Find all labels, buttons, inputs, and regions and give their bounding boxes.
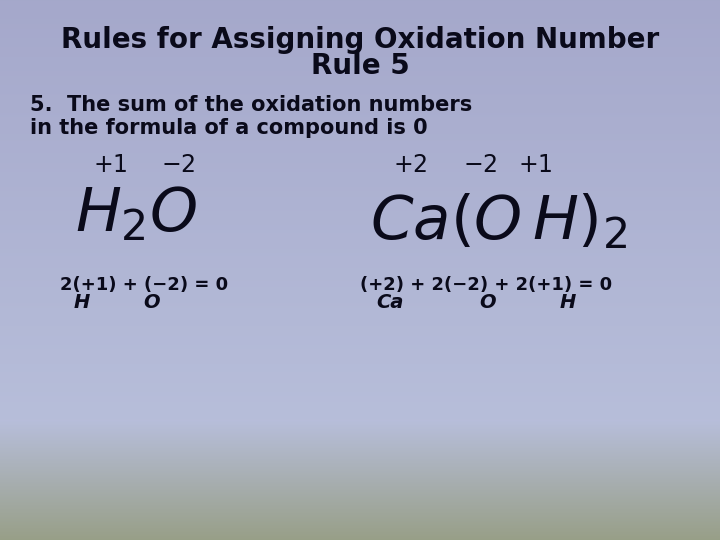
- Text: 5.  The sum of the oxidation numbers: 5. The sum of the oxidation numbers: [30, 95, 472, 115]
- Text: $\it{H}_{\rm{2}}\it{O}$: $\it{H}_{\rm{2}}\it{O}$: [75, 186, 197, 245]
- Text: in the formula of a compound is 0: in the formula of a compound is 0: [30, 118, 428, 138]
- Text: O: O: [144, 294, 161, 313]
- Text: (+2) + 2(−2) + 2(+1) = 0: (+2) + 2(−2) + 2(+1) = 0: [360, 276, 612, 294]
- Text: H: H: [74, 294, 90, 313]
- Text: H: H: [560, 294, 576, 313]
- Text: 2(+1) + (−2) = 0: 2(+1) + (−2) = 0: [60, 276, 228, 294]
- Text: $-2$: $-2$: [463, 153, 498, 177]
- Text: $+1$: $+1$: [93, 153, 127, 177]
- Text: $-2$: $-2$: [161, 153, 195, 177]
- Text: $\it{Ca}(\it{O}\,\it{H})_{\rm{2}}$: $\it{Ca}(\it{O}\,\it{H})_{\rm{2}}$: [370, 192, 627, 252]
- Text: $+2$: $+2$: [393, 153, 427, 177]
- Text: $+1$: $+1$: [518, 153, 552, 177]
- Text: Ca: Ca: [377, 294, 404, 313]
- Text: Rule 5: Rule 5: [310, 52, 410, 80]
- Text: O: O: [480, 294, 496, 313]
- Text: Rules for Assigning Oxidation Number: Rules for Assigning Oxidation Number: [61, 26, 659, 54]
